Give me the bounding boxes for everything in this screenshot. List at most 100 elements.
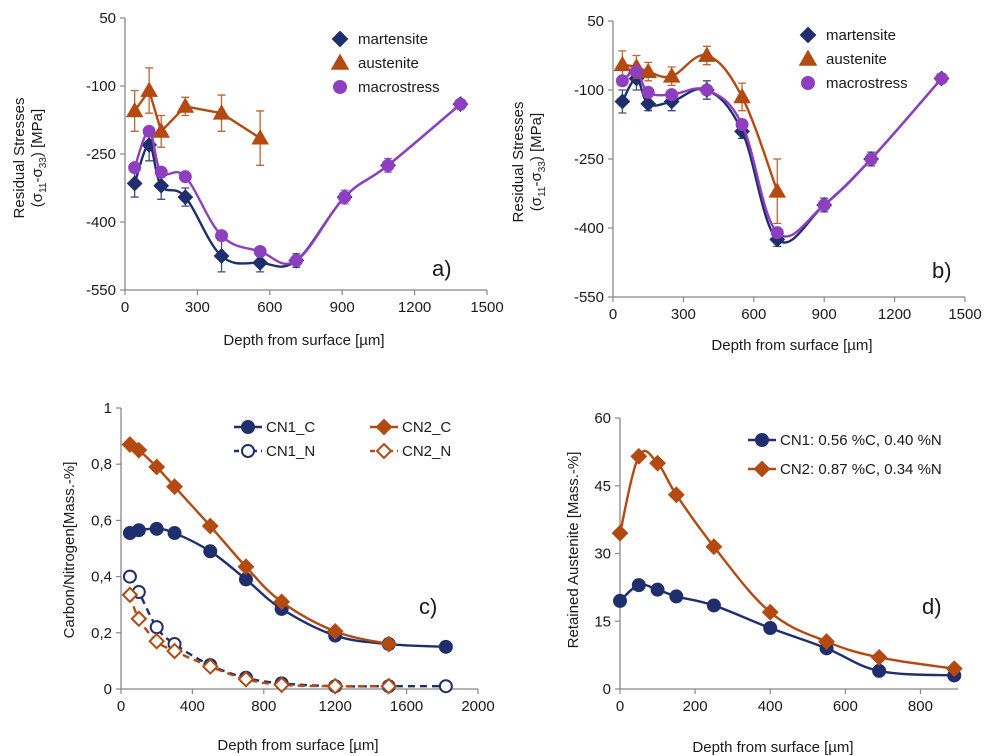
legend-marker [799, 26, 817, 44]
x-tick-label: 600 [257, 299, 282, 316]
data-point [870, 648, 888, 666]
legend-label: macrostress [826, 75, 908, 92]
x-tick-label: 1200 [878, 306, 911, 323]
legend-label: austenite [358, 55, 419, 72]
data-point [614, 93, 631, 110]
ylabel-sub-b-p2: -σ [528, 172, 545, 187]
y-tick-label: 15 [594, 613, 611, 630]
data-point [238, 572, 253, 587]
legend-label: CN2: 0.87 %C, 0.34 %N [780, 461, 942, 478]
y-tick-label: 0,4 [91, 569, 112, 586]
legend-marker [375, 418, 393, 436]
data-point [817, 198, 831, 212]
panel-d-chart: d) Depth from surface [µm] Retained Aust… [565, 410, 963, 756]
y-tick-label: -100 [574, 82, 604, 99]
data-point [126, 175, 143, 192]
data-point [935, 72, 949, 85]
y-tick-label: 45 [594, 478, 611, 495]
data-point [641, 85, 655, 99]
y-tick-label: -100 [86, 78, 116, 95]
legend-marker [241, 420, 255, 434]
data-point [705, 538, 723, 556]
data-point [945, 660, 963, 678]
data-point [669, 589, 684, 604]
data-point [166, 642, 183, 660]
data-point [381, 158, 395, 172]
legend-label: macrostress [358, 79, 440, 96]
data-point [613, 55, 632, 72]
series-line-cn2-0-87-c-0-34-n [618, 449, 955, 670]
data-point [201, 658, 219, 675]
ylabel-sub-b-p4: ) [MPa] [528, 113, 545, 161]
data-point [706, 598, 721, 613]
legend-label: martensite [826, 27, 896, 44]
data-point [631, 578, 646, 593]
x-tick-label: 1500 [470, 299, 503, 316]
data-point [148, 632, 166, 650]
y-tick-label: -400 [86, 214, 116, 231]
data-point [768, 182, 787, 198]
data-point [818, 633, 835, 650]
axis-lines-b [612, 21, 965, 298]
legend-marker [753, 460, 771, 478]
data-point [215, 229, 229, 243]
y-tick-label: -550 [86, 282, 116, 299]
y-tick-label: -250 [574, 151, 604, 168]
axis-lines-d [619, 418, 958, 690]
y-tick-label: 0,8 [91, 456, 112, 473]
data-point [148, 458, 166, 476]
data-point [872, 663, 887, 678]
data-point [640, 95, 657, 112]
legend-marker [755, 433, 769, 447]
legend-marker [798, 49, 818, 66]
data-point [665, 88, 679, 102]
data-point [122, 569, 137, 584]
data-point [177, 189, 194, 205]
data-point [613, 593, 627, 608]
data-point [662, 67, 681, 83]
data-point [761, 603, 779, 621]
data-point [178, 170, 192, 184]
data-point [142, 124, 156, 138]
data-point [212, 104, 231, 120]
data-point [130, 441, 148, 459]
panel-c-xlabel: Depth from surface [µm] [217, 737, 378, 754]
x-tick-label: 1200 [398, 299, 431, 316]
x-tick-label: 600 [741, 306, 766, 323]
data-point [615, 74, 629, 88]
series-line-macrostress [133, 103, 462, 266]
y-tick-label: 0 [104, 681, 112, 698]
x-tick-label: 2000 [461, 698, 494, 715]
y-tick-label: 30 [594, 546, 611, 563]
data-point [630, 447, 648, 465]
y-tick-label: 1 [104, 400, 112, 417]
y-tick-label: -250 [86, 146, 116, 163]
x-tick-label: 900 [812, 306, 837, 323]
y-tick-label: 0,2 [91, 625, 112, 642]
data-point [273, 676, 291, 694]
x-tick-label: 1200 [319, 698, 352, 715]
data-point [154, 165, 168, 179]
panel-b-ylabel-sub: (σ11-σ33) [MPa] [528, 113, 548, 211]
data-point [121, 586, 139, 604]
data-point [251, 129, 269, 145]
panel-c-chart: c) Depth from surface [µm] Carbon/Nitrog… [61, 400, 495, 754]
panel-d-xlabel: Depth from surface [µm] [692, 739, 853, 756]
ylabel-sub-a-p4: ) [MPa] [29, 109, 46, 157]
x-tick-label: 0 [616, 698, 624, 715]
series-line-cn1-n [128, 575, 446, 688]
legend-label: CN1: 0.56 %C, 0.40 %N [780, 432, 942, 449]
data-point [649, 454, 666, 472]
data-point [167, 526, 182, 541]
data-point [438, 679, 453, 694]
legend-marker [241, 444, 255, 458]
series-line-cn1-c [129, 527, 446, 649]
panel-c-label: c) [419, 594, 437, 619]
data-point [153, 177, 170, 194]
panel-d-label: d) [922, 594, 942, 619]
legend-marker [801, 76, 815, 90]
ylabel-sub-a-p0: (σ [29, 192, 46, 207]
x-tick-label: 800 [251, 698, 276, 715]
y-tick-label: -400 [574, 220, 604, 237]
panel-a-xlabel: Depth from surface [µm] [223, 332, 384, 349]
